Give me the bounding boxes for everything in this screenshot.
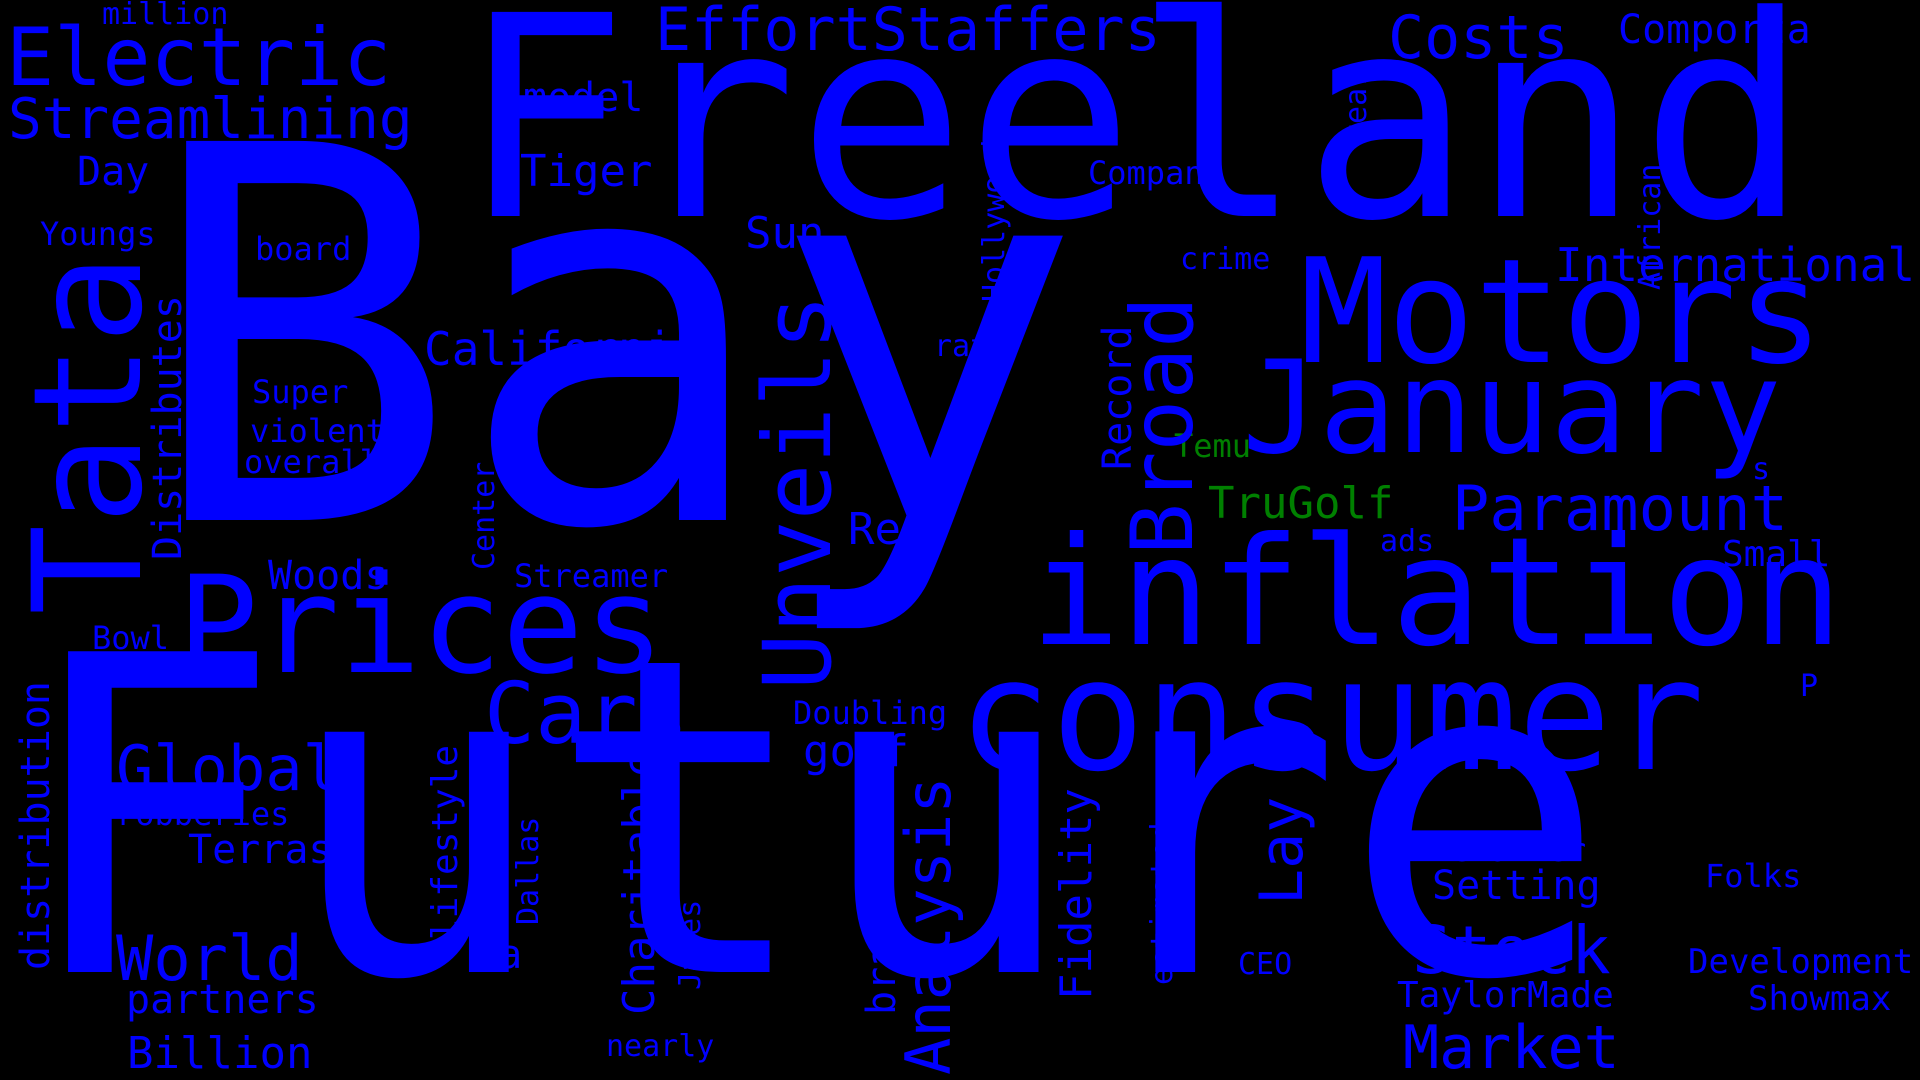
word-comporta: Comporta	[1618, 7, 1811, 53]
word-brand: brand	[859, 894, 905, 1015]
word-future: Future	[18, 564, 1608, 1076]
word-international: International	[1555, 238, 1916, 292]
word-fidelity: Fidelity	[1051, 788, 1102, 1000]
word-retailer: retailer	[1432, 831, 1587, 869]
word-development: Development	[1688, 942, 1914, 982]
word-million: million	[102, 0, 229, 32]
word-da: da	[474, 932, 523, 978]
word-january: January	[1242, 334, 1782, 483]
word-freeland: Freeland	[460, 0, 1809, 283]
word-inflation: inflation	[1030, 506, 1843, 680]
word-african: African	[1633, 163, 1668, 290]
word-overall: overall	[244, 443, 379, 481]
word-super: Super	[252, 373, 349, 411]
word-doubling: Doubling	[793, 694, 948, 732]
word-red: Red	[848, 504, 928, 555]
word-distributes: Distributes	[145, 295, 191, 560]
word-p: P	[1800, 669, 1819, 704]
word-cars: Cars	[484, 665, 689, 764]
word-board: board	[255, 230, 352, 268]
word-youngs: Youngs	[40, 215, 156, 253]
word-stock: Stock	[1412, 912, 1611, 989]
word-ceo: CEO	[1238, 947, 1293, 982]
word-hollywood: Hollywood	[977, 139, 1012, 302]
word-lifestyle: lifestyle	[425, 744, 466, 940]
word-distribution: distribution	[13, 681, 59, 970]
word-tata: Tata	[2, 253, 176, 615]
word-trugolf: TruGolf	[1208, 478, 1394, 529]
word-golf: golf	[803, 726, 909, 777]
word-temu: Temu	[1174, 427, 1252, 465]
word-unveils: Unveils	[744, 293, 853, 690]
word-dallas: Dallas	[511, 816, 546, 925]
word-robberies: robberies	[116, 795, 290, 833]
word-market: Market	[1403, 1013, 1620, 1080]
word-violent: violent	[250, 412, 385, 450]
word-setting: Setting	[1432, 863, 1601, 909]
word-lay: Lay	[1247, 796, 1317, 905]
word-bay: Bay	[144, 37, 1084, 643]
word-billion: Billion	[127, 1028, 313, 1079]
word-year: year	[1339, 69, 1374, 142]
word-consumer: consumer	[958, 625, 1705, 806]
word-sun: Sun	[745, 208, 825, 259]
word-prices: Prices	[177, 547, 665, 704]
word-record: Record	[1095, 325, 1141, 471]
word-james: James	[673, 899, 708, 990]
word-california: California	[424, 322, 701, 376]
word-motors: Motors	[1300, 228, 1824, 397]
word-analysis: Analysis	[892, 776, 965, 1075]
word-small: Small	[1722, 534, 1831, 575]
word-effortstaffers: EffortStaffers	[655, 0, 1161, 65]
word-world: World	[116, 922, 303, 995]
word-paramount: Paramount	[1452, 472, 1788, 545]
word-center: Center	[467, 461, 502, 570]
word-showmax: Showmax	[1748, 979, 1892, 1019]
word-nearly: nearly	[606, 1029, 715, 1064]
word-partners: partners	[126, 977, 319, 1023]
word-woods: Woods	[268, 553, 389, 599]
word-streamer: Streamer	[514, 557, 669, 595]
word-bowl: Bowl	[92, 619, 170, 657]
word-s: s	[1752, 452, 1771, 487]
word-tiger: Tiger	[520, 146, 653, 197]
word-folks: Folks	[1705, 857, 1802, 895]
word-model: model	[523, 75, 644, 121]
word-estimated: estimated	[1145, 822, 1180, 985]
word-costs: Costs	[1388, 3, 1569, 73]
word-company: Company	[1088, 154, 1223, 192]
word-day: Day	[77, 149, 150, 195]
word-rate: rate	[934, 329, 1007, 364]
word-crime: crime	[1180, 242, 1271, 277]
word-ads: ads	[1380, 524, 1435, 559]
word-global: Global	[116, 732, 340, 805]
word-terras: Terras	[188, 827, 333, 873]
word-taylormade: TaylorMade	[1397, 975, 1614, 1016]
word-charitable: Charitable	[614, 750, 665, 1015]
word-electric: Electric	[6, 11, 392, 104]
word-streamlining: Streamlining	[8, 87, 413, 152]
